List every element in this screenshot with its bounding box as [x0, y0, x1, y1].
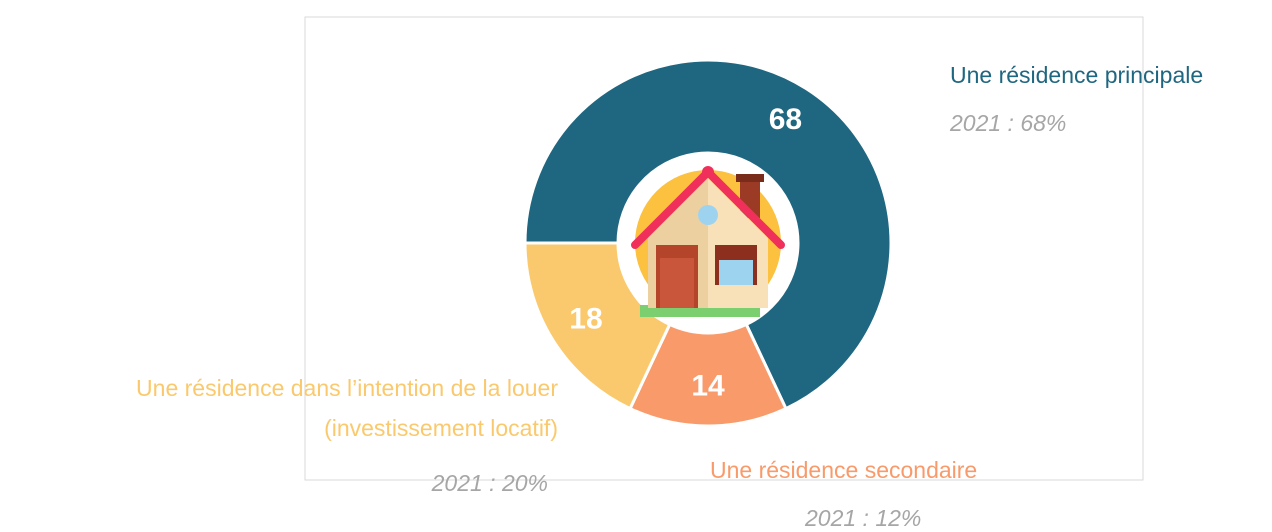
- annotation: 2021 : 20%: [431, 470, 548, 496]
- house-icon: [631, 166, 785, 317]
- data-label: 18: [569, 302, 602, 335]
- data-label: 68: [769, 103, 802, 136]
- legend-label: Une résidence secondaire: [710, 457, 978, 483]
- slices: [523, 58, 893, 428]
- legend-label: Une résidence principale: [950, 62, 1204, 88]
- annotation: 2021 : 12%: [805, 505, 922, 531]
- frame: [304, 16, 1144, 481]
- slice: [523, 241, 672, 411]
- legend-label: Une résidence dans l’intention de la lou…: [136, 375, 558, 441]
- annotation: 2021 : 68%: [950, 110, 1067, 136]
- data-label: 14: [691, 369, 725, 402]
- slice: [523, 58, 893, 411]
